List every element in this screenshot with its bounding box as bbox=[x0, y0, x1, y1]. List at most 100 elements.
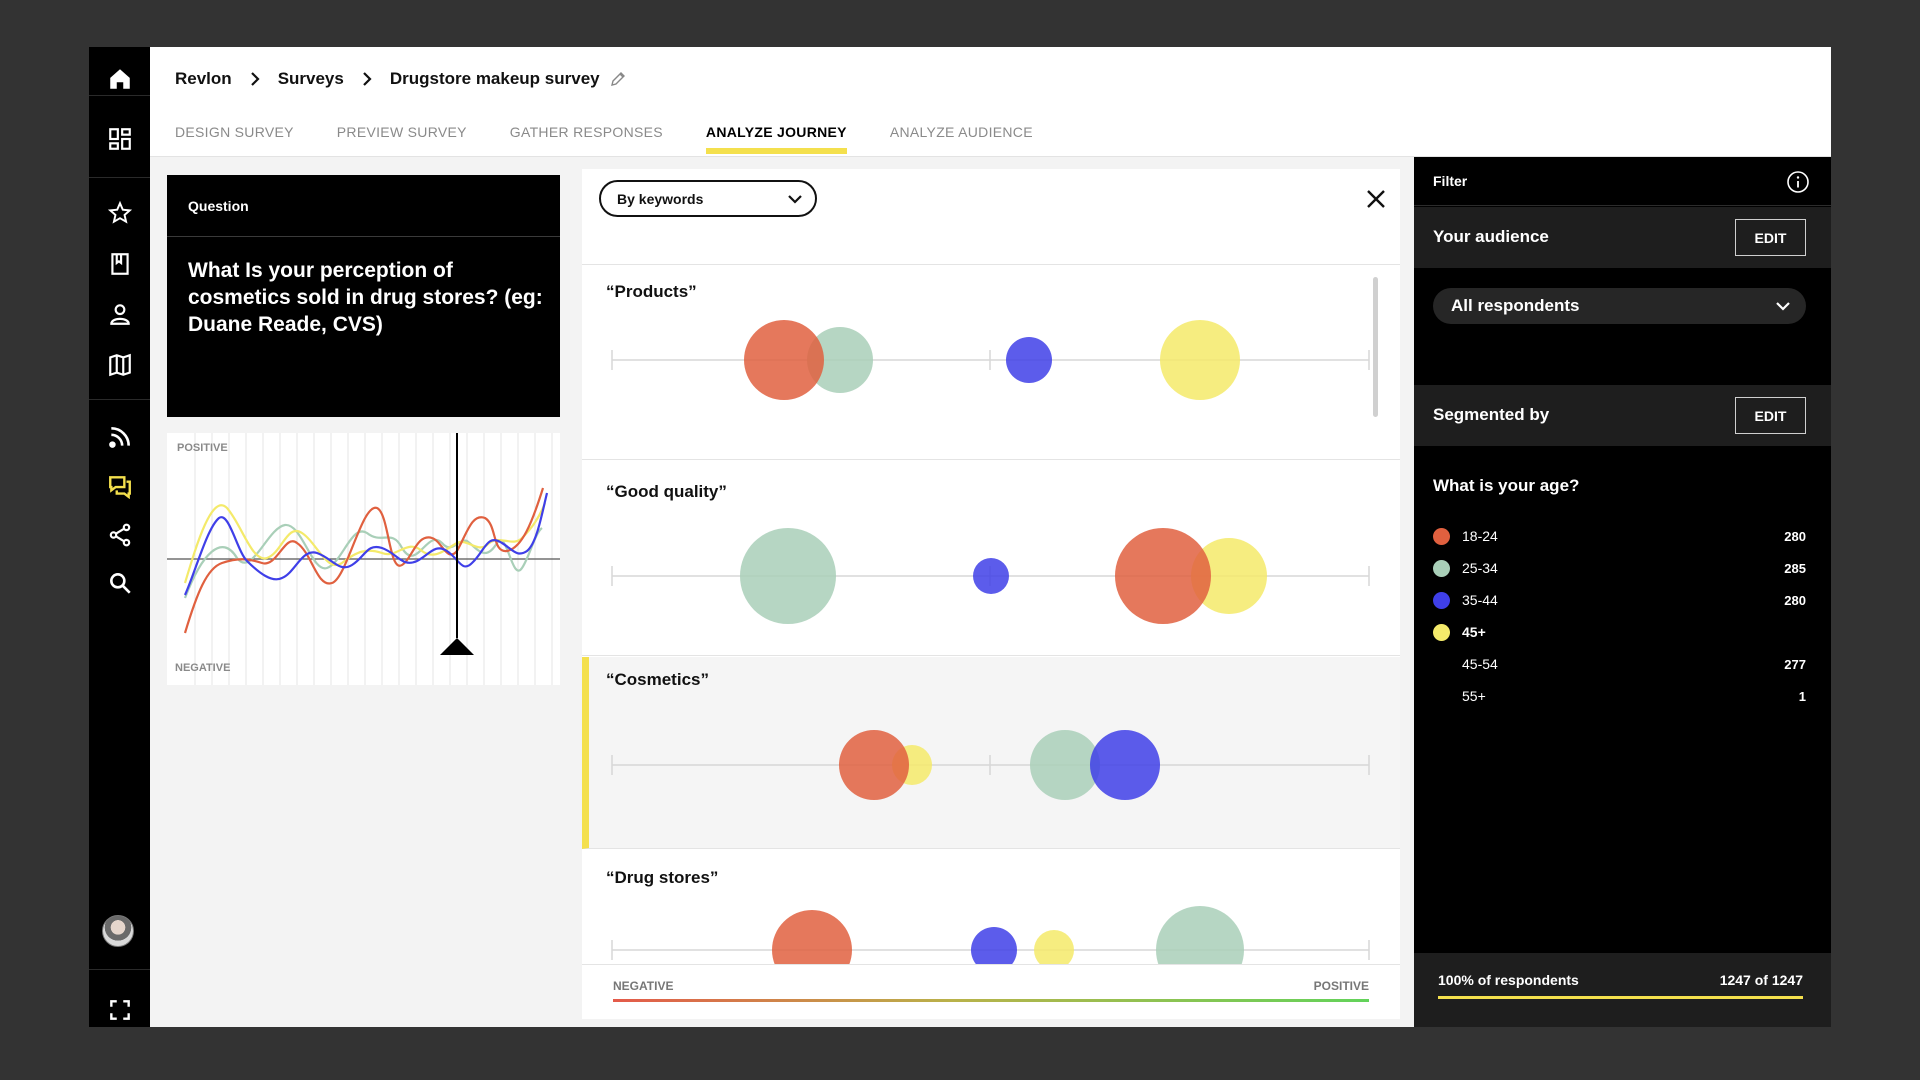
keyword-panel: By keywords “Products” “Good quality” bbox=[582, 169, 1400, 1019]
app-window: Revlon Surveys Drugstore makeup survey D… bbox=[89, 47, 1831, 1027]
chevron-right-icon bbox=[250, 72, 260, 86]
map-icon[interactable] bbox=[89, 345, 150, 385]
bubble-18-24 bbox=[839, 730, 909, 800]
breadcrumb-item-surveys[interactable]: Surveys bbox=[277, 69, 344, 88]
axis-positive-label: POSITIVE bbox=[1313, 979, 1369, 993]
fullscreen-icon[interactable] bbox=[89, 990, 150, 1027]
wave-line-25-34 bbox=[183, 523, 543, 599]
breadcrumb-item-current-survey: Drugstore makeup survey bbox=[389, 69, 600, 88]
wave-negative-label: NEGATIVE bbox=[175, 662, 231, 674]
question-text: What Is your perception of cosmetics sol… bbox=[188, 259, 543, 336]
bubble-35-44 bbox=[1090, 730, 1160, 800]
legend-dot bbox=[1433, 623, 1450, 641]
edit-audience-button[interactable]: EDIT bbox=[1735, 219, 1806, 256]
segmented-label: Segmented by bbox=[1433, 405, 1550, 424]
keyword-title: “Cosmetics” bbox=[606, 670, 709, 689]
sentiment-axis-legend: NEGATIVE POSITIVE bbox=[582, 964, 1400, 1019]
filter-panel: Filter Your audience EDIT All respondent… bbox=[1414, 157, 1831, 1027]
wave-line-35-44 bbox=[183, 492, 549, 596]
segment-section-header: Segmented by EDIT bbox=[1414, 385, 1831, 446]
rss-feed-icon[interactable] bbox=[89, 417, 150, 457]
keyword-mode-value: By keywords bbox=[617, 190, 704, 207]
info-icon[interactable] bbox=[1786, 170, 1810, 194]
tab-preview-survey[interactable]: PREVIEW SURVEY bbox=[336, 124, 467, 140]
wave-positive-label: POSITIVE bbox=[177, 442, 228, 454]
search-icon[interactable] bbox=[89, 563, 150, 603]
tab-design-survey[interactable]: DESIGN SURVEY bbox=[175, 124, 294, 140]
keyword-row-good-quality[interactable]: “Good quality” bbox=[582, 461, 1400, 656]
edit-segment-button[interactable]: EDIT bbox=[1735, 397, 1806, 434]
respondent-progress-bar bbox=[1438, 996, 1803, 999]
left-nav-rail bbox=[89, 47, 150, 1027]
age-row-18-24[interactable]: 18-24 280 bbox=[1433, 526, 1806, 546]
divider bbox=[167, 236, 560, 237]
keyword-title: “Products” bbox=[606, 282, 697, 301]
bubble-45-plus bbox=[1034, 930, 1074, 970]
keyword-row-products[interactable]: “Products” bbox=[582, 265, 1400, 460]
close-icon[interactable] bbox=[1365, 188, 1387, 210]
tab-gather-responses[interactable]: GATHER RESPONSES bbox=[509, 124, 663, 140]
bubble-25-34 bbox=[807, 327, 873, 393]
bubble-25-34 bbox=[740, 528, 836, 624]
chat-bubbles-icon[interactable] bbox=[89, 466, 150, 506]
axis-negative-label: NEGATIVE bbox=[613, 979, 674, 993]
age-label: 45-54 bbox=[1462, 656, 1498, 672]
chevron-right-icon bbox=[363, 72, 372, 86]
age-count: 277 bbox=[1784, 656, 1806, 672]
sentiment-gradient bbox=[613, 999, 1369, 1002]
audience-section-header: Your audience EDIT bbox=[1414, 207, 1831, 268]
legend-dot bbox=[1433, 559, 1450, 577]
bubble-35-44 bbox=[1006, 337, 1052, 383]
legend-dot bbox=[1433, 527, 1450, 545]
age-label: 45+ bbox=[1462, 624, 1486, 640]
filter-header: Filter bbox=[1414, 157, 1831, 206]
user-icon[interactable] bbox=[89, 294, 150, 334]
age-label: 55+ bbox=[1462, 688, 1486, 704]
star-icon[interactable] bbox=[89, 193, 150, 233]
avatar[interactable] bbox=[102, 915, 134, 947]
audience-select[interactable]: All respondents bbox=[1433, 288, 1806, 324]
scrubber-handle bbox=[440, 638, 474, 655]
bubble-25-34 bbox=[1030, 730, 1100, 800]
keyword-mode-dropdown[interactable]: By keywords bbox=[599, 180, 817, 217]
age-row-55-plus[interactable]: 55+ 1 bbox=[1433, 686, 1806, 706]
dashboard-icon[interactable] bbox=[89, 119, 150, 159]
bubble-35-44 bbox=[973, 558, 1009, 594]
header: Revlon Surveys Drugstore makeup survey D… bbox=[150, 47, 1831, 157]
keyword-row-cosmetics[interactable]: “Cosmetics” bbox=[582, 657, 1400, 849]
share-icon[interactable] bbox=[89, 515, 150, 555]
bubble-18-24 bbox=[744, 320, 824, 400]
tab-bar: DESIGN SURVEY PREVIEW SURVEY GATHER RESP… bbox=[175, 124, 1076, 154]
home-icon[interactable] bbox=[89, 59, 150, 99]
keyword-title: “Good quality” bbox=[606, 482, 727, 501]
age-question: What is your age? bbox=[1433, 476, 1580, 495]
age-row-45-54[interactable]: 45-54 277 bbox=[1433, 654, 1806, 674]
age-row-45-plus[interactable]: 45+ bbox=[1433, 622, 1806, 642]
bookmark-icon[interactable] bbox=[89, 244, 150, 284]
scrollbar[interactable] bbox=[1373, 277, 1378, 417]
chevron-down-icon bbox=[788, 194, 802, 204]
tab-analyze-audience[interactable]: ANALYZE AUDIENCE bbox=[889, 124, 1033, 140]
bubble-45-plus bbox=[1191, 538, 1267, 614]
age-label: 35-44 bbox=[1462, 592, 1498, 608]
respondent-summary: 100% of respondents 1247 of 1247 bbox=[1414, 953, 1831, 1027]
age-count: 280 bbox=[1784, 592, 1806, 608]
age-count: 280 bbox=[1784, 528, 1806, 544]
respondent-percentage: 100% of respondents bbox=[1438, 972, 1579, 988]
keyword-title: “Drug stores” bbox=[606, 868, 719, 887]
legend-dot bbox=[1433, 591, 1450, 609]
divider bbox=[582, 264, 1400, 265]
age-count: 285 bbox=[1784, 560, 1806, 576]
age-row-25-34[interactable]: 25-34 285 bbox=[1433, 558, 1806, 578]
bubble-45-plus bbox=[1160, 320, 1240, 400]
audience-select-value: All respondents bbox=[1451, 296, 1580, 315]
tab-analyze-journey[interactable]: ANALYZE JOURNEY bbox=[705, 124, 847, 154]
respondent-count: 1247 of 1247 bbox=[1719, 972, 1803, 988]
age-count: 1 bbox=[1798, 688, 1806, 704]
pencil-icon[interactable] bbox=[609, 70, 627, 88]
breadcrumb: Revlon Surveys Drugstore makeup survey bbox=[175, 69, 627, 89]
breadcrumb-item-revlon[interactable]: Revlon bbox=[175, 69, 232, 88]
audience-label: Your audience bbox=[1433, 227, 1549, 246]
wave-line-18-24 bbox=[183, 487, 545, 634]
age-row-35-44[interactable]: 35-44 280 bbox=[1433, 590, 1806, 610]
